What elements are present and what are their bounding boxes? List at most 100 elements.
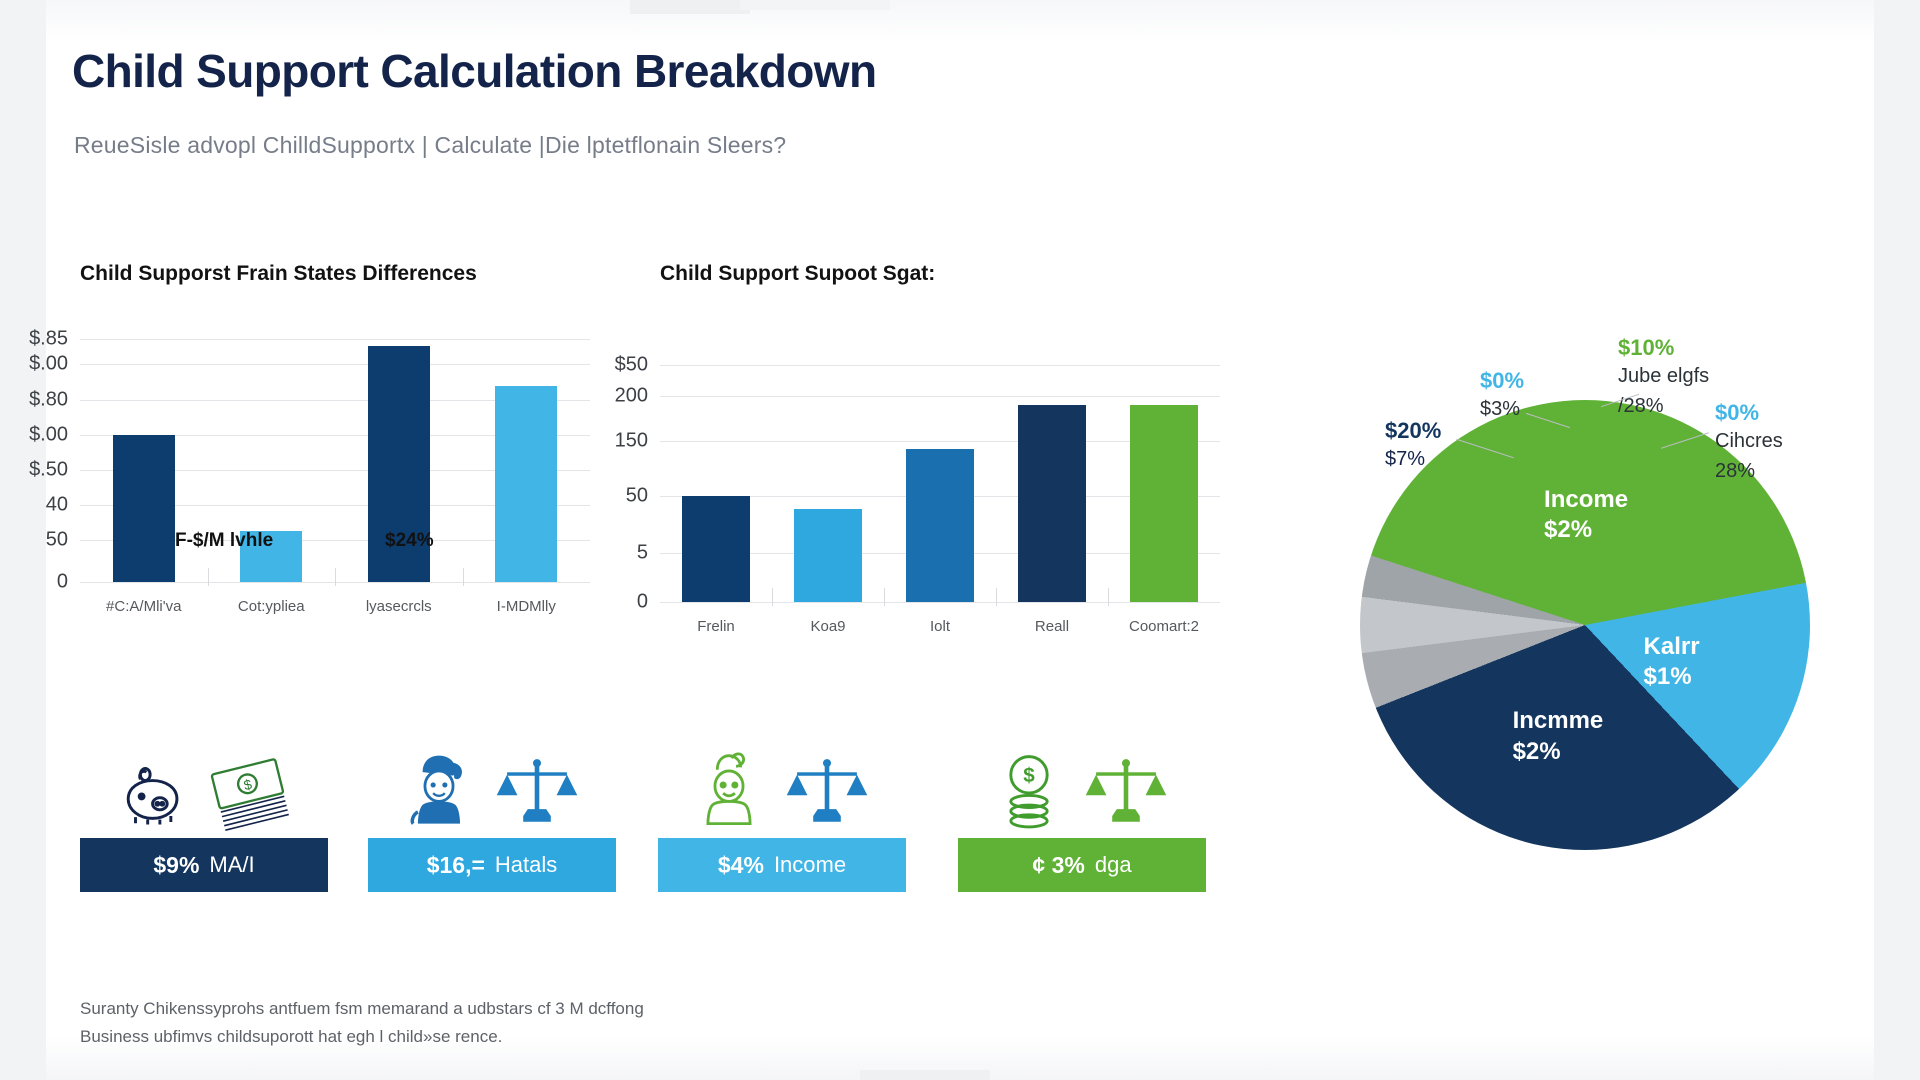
x-axis-tick-label: Coomart:2 xyxy=(1128,618,1200,635)
bar xyxy=(682,496,750,602)
y-axis-tick-label: $.00 xyxy=(29,423,68,446)
pie-callout-value: $0% xyxy=(1715,400,1760,425)
gridline xyxy=(80,469,590,471)
bar xyxy=(495,385,558,582)
chart-a-title: Child Supporst Frain States Differences xyxy=(80,262,477,285)
bar xyxy=(906,449,974,602)
bar xyxy=(1018,404,1086,602)
stat-card[interactable]: $ ¢ 3% dga xyxy=(958,742,1206,892)
axis-tick xyxy=(207,568,209,586)
y-axis-tick-label: 40 xyxy=(45,493,68,516)
pie-chart: Income $2% Kalrr $1% Incmme $2% xyxy=(1360,400,1810,850)
piggy-bank-icon xyxy=(116,755,194,838)
pie-disc xyxy=(1360,400,1810,850)
footer-line-1: Suranty Chikenssyprohs antfuem fsm memar… xyxy=(80,999,644,1018)
x-axis-tick-label: Iolt xyxy=(929,618,951,635)
stat-card-bar: $9% MA/I xyxy=(80,838,328,892)
gridline xyxy=(80,338,590,340)
stat-card-unit: Hatals xyxy=(494,852,558,877)
x-axis-tick-label: Frelin xyxy=(697,618,735,635)
bottom-notch xyxy=(860,1070,990,1080)
y-axis-tick-label: 50 xyxy=(625,484,648,507)
gridline xyxy=(80,399,590,401)
stat-card[interactable]: $ $9% MA/I xyxy=(80,742,328,892)
child-blue-icon xyxy=(401,751,477,838)
axis-tick xyxy=(996,588,997,606)
bar-chart-states: $.85 $.00 $.80 $.00 $.50 40 50 0 #C:A/Mli'va Cot:… xyxy=(29,320,590,615)
y-axis-tick-label: $.00 xyxy=(29,352,68,375)
pie-slice-label: Incmme xyxy=(1512,707,1604,735)
top-notch xyxy=(630,0,750,14)
stat-card-bar: $4% Income xyxy=(658,838,906,892)
y-axis-tick-label: 150 xyxy=(614,429,648,452)
stat-card-value: $16,= xyxy=(426,851,485,878)
page-title: Child Support Calculation Breakdown xyxy=(72,45,877,97)
bar xyxy=(112,434,175,582)
x-axis-tick-label: I-MDMlly xyxy=(496,598,556,615)
pie-callout-sub2: 28% xyxy=(1715,460,1756,482)
stat-card-value: ¢ 3% xyxy=(1032,851,1085,878)
right-edge xyxy=(1874,0,1920,1080)
gridline xyxy=(660,364,1220,366)
svg-text:$: $ xyxy=(1023,764,1035,787)
gridline xyxy=(660,440,1220,442)
y-axis-tick-label: $50 xyxy=(614,353,648,376)
stat-card-bar: $16,= Hatals xyxy=(368,838,616,892)
y-axis-tick-label: $.80 xyxy=(29,388,68,411)
pie-slice-text: Income $2% xyxy=(1544,485,1628,545)
stat-card-bar: ¢ 3% dga xyxy=(958,838,1206,892)
stat-card-value: $4% xyxy=(717,851,764,878)
top-notch-2 xyxy=(740,0,890,10)
svg-text:$: $ xyxy=(242,776,254,793)
footer-line-2: Business ubfimvs childsuporott hat egh l… xyxy=(80,1026,503,1046)
bar-chart-support: $50 200 150 50 5 0 Frelin Koa9 Iolt Reall Coomart:… xyxy=(615,352,1220,635)
pie-slice-text: Incmme $2% xyxy=(1513,706,1604,766)
pie-callout-value: $0% xyxy=(1480,368,1525,393)
y-axis-tick-label: 0 xyxy=(636,590,648,613)
bar xyxy=(240,530,303,582)
pie-slice-value: $1% xyxy=(1643,662,1692,690)
stat-card-unit: MA/I xyxy=(209,852,255,877)
chart-annotation: F-$/M lvhle xyxy=(175,530,274,551)
gridline xyxy=(660,396,1220,398)
y-axis-tick-label: 5 xyxy=(636,541,648,564)
stat-card-unit: dga xyxy=(1094,852,1132,877)
axis-tick xyxy=(1108,588,1109,606)
stat-card-unit: Income xyxy=(773,852,847,877)
axis-tick xyxy=(772,588,773,606)
stat-card[interactable]: $16,= Hatals xyxy=(368,742,616,892)
y-axis-tick-label: $.85 xyxy=(29,327,68,350)
pie-callout-value: $10% xyxy=(1618,335,1675,360)
stat-card-icons xyxy=(658,742,906,838)
pie-callout-sub2: /28% xyxy=(1618,395,1664,417)
cash-stack-icon: $ xyxy=(208,755,292,838)
gridline xyxy=(80,434,590,436)
gridline xyxy=(660,602,1220,603)
pie-callout-sub: $3% xyxy=(1480,398,1521,420)
pie-slice-text: Kalrr $1% xyxy=(1644,632,1700,692)
x-axis-tick-label: Koa9 xyxy=(810,618,846,635)
scales-green-icon xyxy=(1080,753,1172,838)
stat-card[interactable]: $4% Income xyxy=(658,742,906,892)
y-axis-tick-label: 200 xyxy=(614,384,648,407)
x-axis-tick-label: lyasecrcls xyxy=(365,598,432,615)
gridline xyxy=(80,539,590,541)
pie-callout-sub: $7% xyxy=(1385,448,1426,470)
pie-callout-value: $20% xyxy=(1385,418,1442,443)
stat-card-value: $9% xyxy=(153,851,200,878)
gridline xyxy=(80,504,590,506)
stat-card-icons: $ xyxy=(958,742,1206,838)
pie-slice-value: $2% xyxy=(1544,516,1593,544)
x-axis-tick-label: Cot:ypliea xyxy=(237,598,305,615)
bar xyxy=(367,345,430,582)
pie-slice-label: Income xyxy=(1544,486,1629,514)
axis-tick xyxy=(884,588,885,606)
y-axis-tick-label: 50 xyxy=(45,528,68,551)
bar xyxy=(794,508,862,602)
child-green-icon xyxy=(691,751,767,838)
gridline xyxy=(80,364,590,366)
footer-text: Suranty Chikenssyprohs antfuem fsm memar… xyxy=(80,995,644,1050)
x-axis-tick-label: #C:A/Mli'va xyxy=(106,598,182,615)
stat-card-icons: $ xyxy=(80,742,328,838)
